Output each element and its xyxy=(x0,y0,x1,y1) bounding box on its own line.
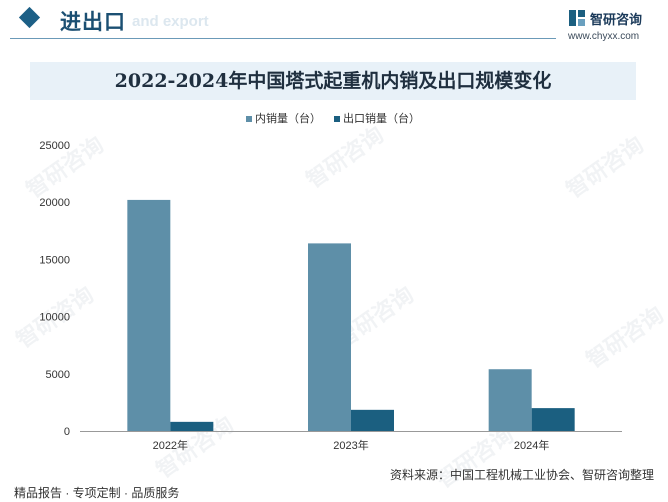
chart-title: 2022-2024年中国塔式起重机内销及出口规模变化 xyxy=(114,70,552,92)
logo-icon xyxy=(569,10,585,26)
bar-export xyxy=(170,421,214,431)
y-tick-label: 25000 xyxy=(39,140,70,152)
x-tick-label: 2024年 xyxy=(514,438,549,452)
footer-slogan: 精品报告 · 专项定制 · 品质服务 xyxy=(14,486,180,500)
legend-item-export: 出口销量（台） xyxy=(334,110,420,126)
legend-label-domestic: 内销量（台） xyxy=(255,113,321,125)
legend-label-export: 出口销量（台） xyxy=(343,113,420,125)
bar-domestic xyxy=(488,369,532,431)
page-header: 进出口 and export 智研咨询 www.chyxx.com xyxy=(0,0,668,46)
data-source: 资料来源：中国工程机械工业协会、智研咨询整理 xyxy=(389,468,654,482)
x-tick-label: 2023年 xyxy=(333,438,368,452)
y-axis: 25000 20000 15000 10000 5000 0 xyxy=(39,140,70,438)
header-divider xyxy=(10,38,556,39)
x-tick-label: 2022年 xyxy=(153,438,188,452)
bar-domestic xyxy=(308,243,351,431)
x-axis: 2022年 2023年 2024年 xyxy=(153,438,550,452)
bar-export xyxy=(351,409,394,431)
logo: 智研咨询 www.chyxx.com xyxy=(566,7,662,43)
bars xyxy=(127,199,575,431)
section-subtitle: and export xyxy=(132,13,209,30)
y-tick-label: 20000 xyxy=(39,197,70,209)
legend-item-domestic: 内销量（台） xyxy=(246,110,321,126)
legend-swatch-export xyxy=(334,116,340,123)
logo-url: www.chyxx.com xyxy=(568,31,640,42)
logo-name: 智研咨询 xyxy=(590,12,643,27)
y-tick-label: 5000 xyxy=(46,369,70,381)
bar-export xyxy=(531,408,575,431)
y-tick-label: 10000 xyxy=(39,312,70,324)
chart-title-band: 2022-2024年中国塔式起重机内销及出口规模变化 xyxy=(30,62,636,100)
y-tick-label: 0 xyxy=(64,426,70,438)
section-title: 进出口 xyxy=(60,11,126,34)
y-tick-label: 15000 xyxy=(39,254,70,266)
bar-domestic xyxy=(127,199,171,431)
legend-swatch-domestic xyxy=(246,116,252,123)
page-footer: 精品报告 · 专项定制 · 品质服务 资料来源：中国工程机械工业协会、智研咨询整… xyxy=(0,468,668,502)
